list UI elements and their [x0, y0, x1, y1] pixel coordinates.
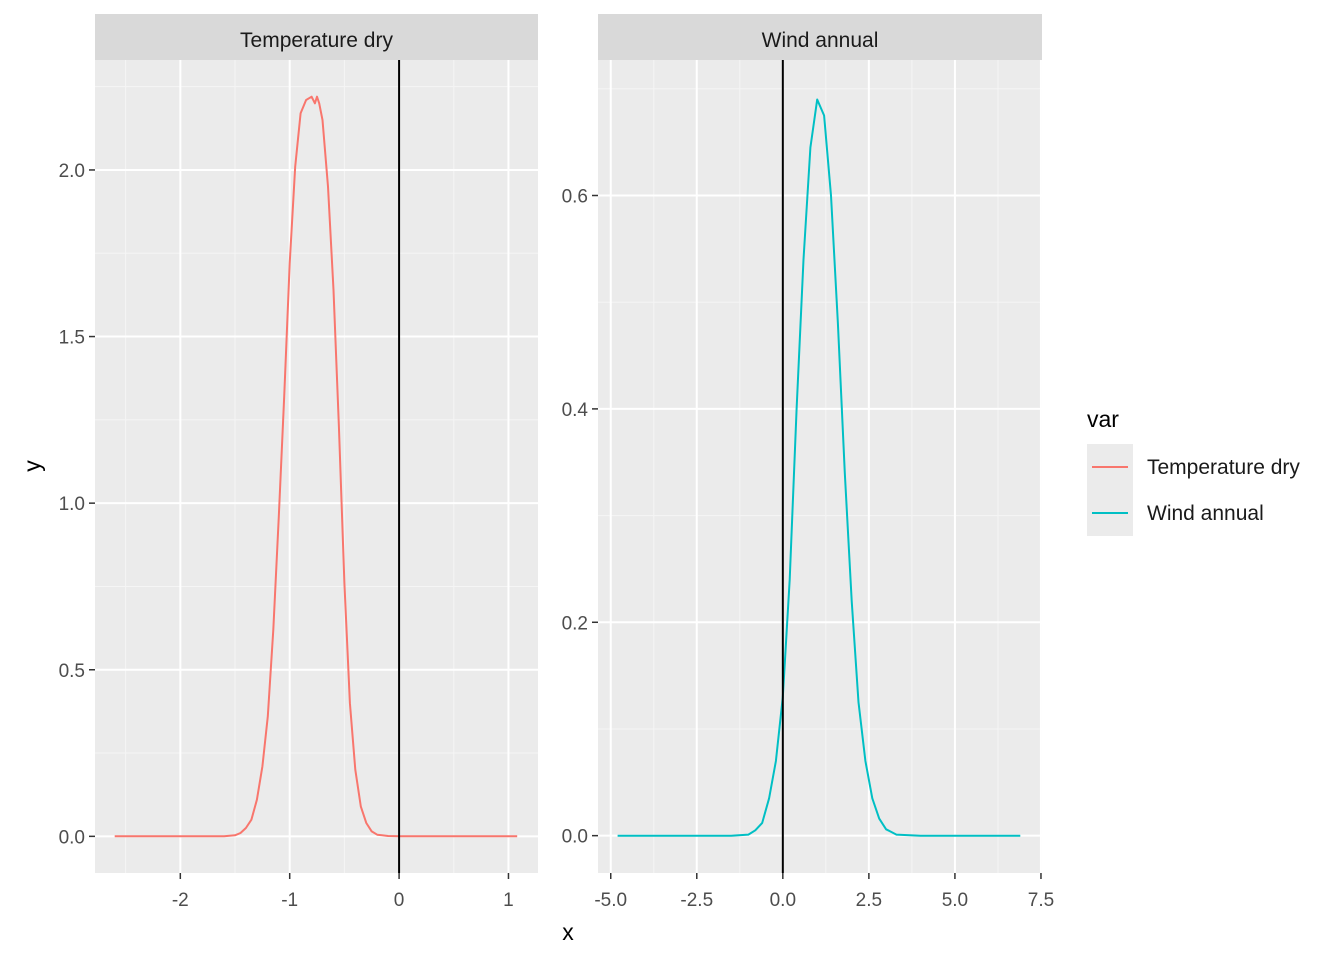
x-tick-label: 7.5: [1028, 890, 1054, 911]
panel-strip: [95, 14, 538, 60]
y-tick-label: 0.6: [562, 187, 588, 208]
y-tick-label: 0.0: [59, 827, 85, 848]
legend-title: var: [1087, 406, 1119, 432]
density-line-temperature-dry: [114, 95, 518, 838]
panel-background: [95, 60, 538, 873]
y-tick-label: 0.2: [562, 613, 588, 634]
panel-strip-label: Temperature dry: [240, 29, 393, 52]
y-tick-label: 2.0: [59, 161, 85, 182]
x-tick-label: 1: [503, 890, 514, 911]
x-tick-label: 0.0: [770, 890, 796, 911]
panel-1: Temperature dry -2 -1 0 1 0.0 0.5 1.0 1.5 2.0: [59, 14, 538, 911]
panel-background: [598, 60, 1042, 873]
y-axis-title: y: [19, 460, 45, 472]
y-tick-label: 0.4: [562, 400, 589, 421]
x-tick-label: -2: [172, 890, 189, 911]
density-line-wind-annual: [617, 98, 1021, 837]
panel-strip-label: Wind annual: [762, 29, 879, 52]
y-tick-label: 0.5: [59, 661, 85, 682]
legend-entry-label: Temperature dry: [1147, 456, 1300, 479]
x-tick-label: 0: [394, 890, 405, 911]
x-tick-label: -1: [281, 890, 298, 911]
x-tick-label: 5.0: [942, 890, 968, 911]
x-tick-label: 2.5: [856, 890, 882, 911]
y-tick-label: 0.0: [562, 827, 588, 848]
y-tick-label: 1.5: [59, 328, 85, 349]
panel-strip: [598, 14, 1042, 60]
x-tick-label: -2.5: [680, 890, 713, 911]
legend: var Temperature dry Wind annual: [1087, 406, 1300, 536]
panel-2: Wind annual -5.0 -2.5 0.0 2.5 5.0 7.5 0.0 0.2 0.4…: [562, 14, 1054, 911]
y-tick-label: 1.0: [59, 494, 85, 515]
x-tick-label: -5.0: [594, 890, 627, 911]
legend-entry-label: Wind annual: [1147, 502, 1264, 525]
x-axis-title: x: [562, 919, 574, 945]
